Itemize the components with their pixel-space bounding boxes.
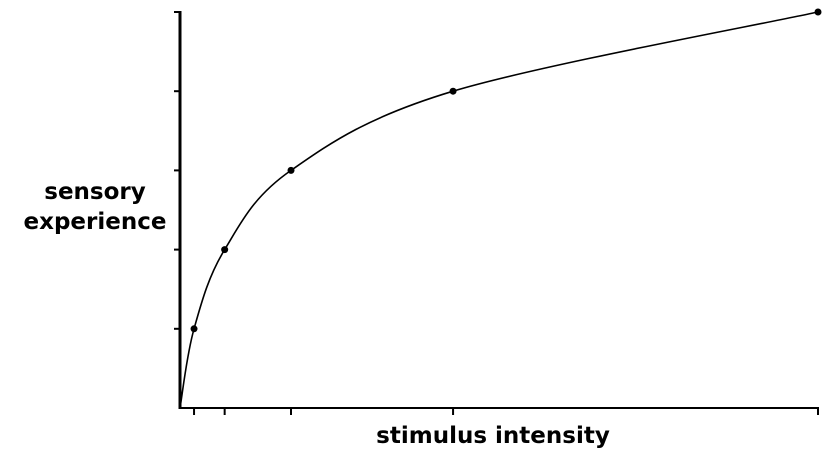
y-axis-label: sensory experience xyxy=(23,179,167,235)
point xyxy=(449,87,457,95)
curve xyxy=(179,11,819,409)
point xyxy=(190,325,198,333)
point xyxy=(814,8,822,16)
point xyxy=(221,246,229,254)
point xyxy=(287,166,295,174)
x-axis-label: stimulus intensity xyxy=(376,423,610,449)
